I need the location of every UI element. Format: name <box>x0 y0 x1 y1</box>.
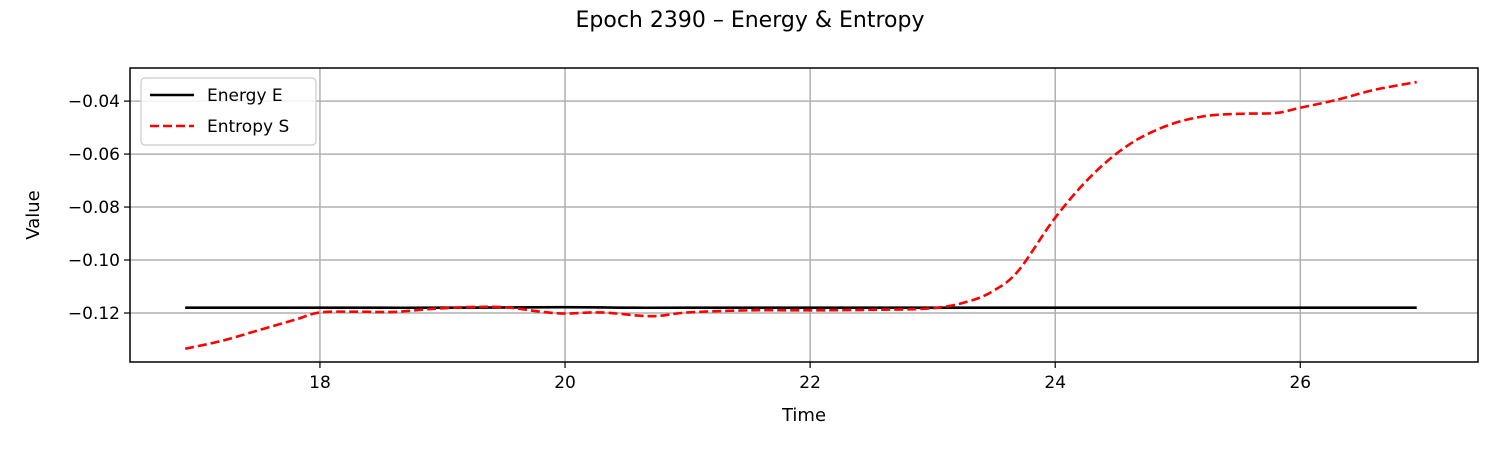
y-tick-label: −0.06 <box>68 145 120 165</box>
legend-label-entropy: Entropy S <box>207 117 289 137</box>
x-tick-label: 24 <box>1044 373 1066 393</box>
x-tick-label: 22 <box>799 373 821 393</box>
series-lines <box>184 80 1417 351</box>
x-tick-label: 20 <box>554 373 576 393</box>
y-tick-label: −0.10 <box>68 251 120 271</box>
series-line-entropy-s <box>184 80 1417 351</box>
y-axis: −0.04 −0.06 −0.08 −0.10 −0.12 <box>68 92 130 324</box>
legend: Energy E Entropy S <box>140 77 317 146</box>
series-line-energy-e <box>185 305 1417 310</box>
x-axis-label: Time <box>781 405 826 426</box>
y-axis-label: Value <box>23 190 44 239</box>
chart-title: Epoch 2390 – Energy & Entropy <box>576 8 925 33</box>
y-tick-label: −0.12 <box>68 304 120 324</box>
grid <box>130 68 1478 362</box>
x-axis: 18 20 22 24 26 <box>309 362 1311 393</box>
x-tick-label: 26 <box>1289 373 1311 393</box>
legend-label-energy: Energy E <box>207 86 283 106</box>
y-tick-label: −0.04 <box>68 92 120 112</box>
y-tick-label: −0.08 <box>68 198 120 218</box>
x-tick-label: 18 <box>309 373 331 393</box>
plot-frame <box>129 67 1479 363</box>
